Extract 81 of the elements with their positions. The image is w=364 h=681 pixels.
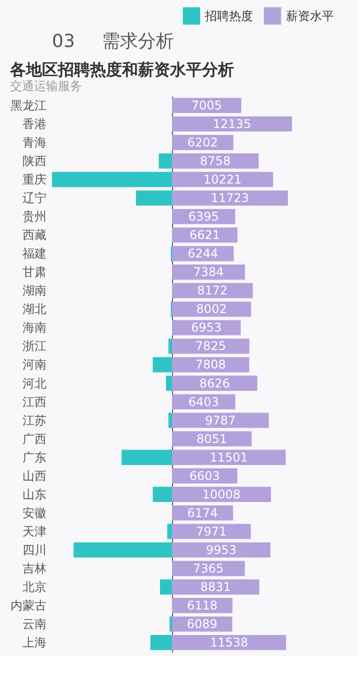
y-tick-label: 四川 — [22, 542, 46, 557]
bar — [172, 431, 252, 446]
data-label: 9953 — [206, 542, 236, 557]
y-tick-label: 天津 — [22, 524, 46, 538]
data-label: 6244 — [188, 246, 218, 261]
text: 03 — [52, 31, 75, 52]
y-tick-label: 山西 — [22, 468, 46, 483]
bar — [136, 190, 172, 206]
y-tick-label: 黑龙江 — [10, 98, 46, 112]
y-tick-label: 湖南 — [22, 284, 46, 298]
y-tick-label: 甘肃 — [22, 265, 46, 280]
data-label: 6621 — [189, 228, 220, 242]
y-tick-label: 西藏 — [22, 228, 46, 242]
bar — [172, 283, 253, 298]
y-tick-label: 河南 — [22, 358, 46, 372]
data-label: 6174 — [187, 506, 218, 520]
y-tick-label: 河北 — [22, 376, 46, 390]
y-tick-label: 陕西 — [22, 154, 46, 168]
data-label: 6395 — [188, 210, 219, 224]
y-tick-label: 安徽 — [22, 506, 46, 520]
data-label: 11723 — [210, 191, 250, 206]
data-label: 11501 — [210, 450, 248, 464]
y-tick-label: 北京 — [22, 580, 46, 594]
data-label: 8758 — [200, 154, 231, 168]
y-tick-label: 海南 — [22, 320, 46, 335]
bar — [172, 320, 241, 336]
y-tick-label: 浙江 — [22, 339, 46, 354]
y-tick-label: 辽宁 — [22, 191, 46, 206]
data-label: 7971 — [196, 524, 227, 538]
data-label: 7825 — [195, 339, 226, 354]
legend-label: 薪资水平 — [286, 8, 334, 23]
y-tick-label: 青海 — [22, 135, 46, 150]
data-label: 7365 — [193, 561, 224, 576]
y-tick-label: 贵州 — [22, 210, 46, 224]
y-tick-label: 吉林 — [22, 561, 46, 576]
data-label: 8626 — [199, 376, 230, 390]
y-tick-label: 广东 — [22, 450, 46, 464]
data-label: 7808 — [195, 358, 226, 372]
data-label: 8172 — [197, 284, 228, 298]
bar — [158, 153, 172, 169]
bar — [167, 524, 172, 540]
data-label: 6403 — [188, 394, 219, 409]
legend-label: 招聘热度 — [204, 8, 253, 23]
data-label: 12135 — [212, 116, 252, 131]
data-label: 6118 — [186, 598, 218, 613]
y-tick-label: 江苏 — [22, 413, 46, 428]
bar — [150, 634, 172, 650]
bar — [160, 579, 172, 595]
data-label: 8002 — [196, 302, 227, 316]
y-tick-label: 上海 — [22, 636, 46, 650]
y-tick-label: 江西 — [22, 394, 46, 409]
bar — [172, 116, 292, 132]
data-label: 8831 — [200, 580, 231, 594]
y-tick-label: 内蒙古 — [10, 598, 46, 613]
bar — [152, 486, 172, 502]
bar — [166, 376, 172, 391]
y-tick-label: 广西 — [22, 432, 46, 446]
data-label: 7384 — [193, 265, 224, 280]
y-tick-label: 山东 — [22, 487, 46, 502]
data-label: 6953 — [191, 320, 222, 335]
data-label: 7005 — [191, 98, 222, 112]
data-label: 11538 — [210, 636, 248, 650]
bar — [152, 357, 172, 372]
chart-title: 各地区招聘热度和薪资水平分析 — [9, 60, 234, 79]
bar — [168, 412, 172, 428]
data-label: 6603 — [189, 468, 220, 483]
y-tick-label: 福建 — [22, 246, 46, 261]
chart-subtitle: 交通运输服务 — [10, 79, 82, 93]
data-label: 10008 — [202, 487, 241, 502]
data-label: 8051 — [196, 432, 228, 446]
y-tick-label: 湖北 — [22, 302, 46, 316]
text: 需求分析 — [102, 31, 174, 52]
y-tick-label: 重庆 — [22, 172, 46, 187]
data-label: 9787 — [205, 413, 236, 428]
y-tick-label: 云南 — [22, 617, 46, 632]
data-label: 6202 — [187, 135, 218, 150]
bar — [172, 302, 252, 317]
y-tick-label: 香港 — [22, 116, 46, 131]
data-label: 6089 — [186, 617, 218, 632]
bar — [168, 338, 172, 354]
data-label: 10221 — [203, 172, 242, 187]
